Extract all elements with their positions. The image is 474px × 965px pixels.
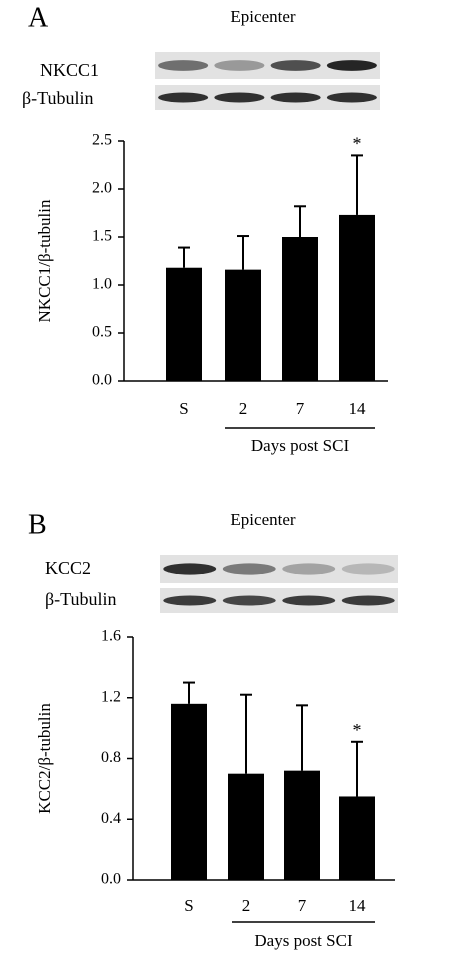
panel-label: A bbox=[28, 2, 49, 33]
x-axis-label: Days post SCI bbox=[254, 931, 353, 950]
blot-band bbox=[341, 595, 395, 606]
bar bbox=[171, 703, 207, 880]
y-tick-label: 2.0 bbox=[92, 180, 112, 197]
y-tick-label: 2.5 bbox=[92, 132, 112, 149]
y-tick-label: 0.8 bbox=[101, 749, 121, 766]
blot-band bbox=[326, 92, 377, 103]
bar bbox=[166, 267, 202, 381]
significance-mark: * bbox=[353, 134, 362, 154]
y-tick-label: 0.0 bbox=[92, 372, 112, 389]
blot-band bbox=[163, 563, 217, 575]
x-tick-label: 2 bbox=[239, 399, 248, 418]
chart-title: Epicenter bbox=[230, 510, 295, 529]
bar bbox=[339, 796, 375, 880]
y-tick-label: 1.5 bbox=[92, 228, 112, 245]
blot-label: β-Tubulin bbox=[45, 589, 117, 609]
significance-mark: * bbox=[353, 720, 362, 740]
panel-label: B bbox=[28, 509, 47, 540]
x-tick-label: 2 bbox=[242, 896, 251, 915]
x-tick-label: 14 bbox=[349, 399, 367, 418]
blot-band bbox=[214, 92, 265, 103]
blot-band bbox=[282, 563, 336, 575]
y-axis-label: KCC2/β-tubulin bbox=[35, 703, 54, 814]
y-tick-label: 0.4 bbox=[101, 810, 121, 827]
y-tick-label: 0.0 bbox=[101, 871, 121, 888]
x-axis-label: Days post SCI bbox=[251, 436, 350, 455]
blot-label: NKCC1 bbox=[40, 60, 99, 80]
blot-band bbox=[158, 60, 209, 71]
chart-title: Epicenter bbox=[230, 7, 295, 26]
y-tick-label: 0.5 bbox=[92, 324, 112, 341]
bar bbox=[228, 773, 264, 880]
y-tick-label: 1.0 bbox=[92, 276, 112, 293]
blot-label: β-Tubulin bbox=[22, 88, 94, 108]
x-tick-label: 14 bbox=[349, 896, 367, 915]
blot-band bbox=[270, 92, 321, 103]
y-tick-label: 1.6 bbox=[101, 628, 121, 645]
blot-band bbox=[158, 92, 209, 103]
blot-band bbox=[222, 595, 276, 606]
y-tick-label: 1.2 bbox=[101, 688, 121, 705]
blot-band bbox=[282, 595, 336, 606]
blot-band bbox=[341, 563, 395, 575]
bar bbox=[284, 770, 320, 880]
y-axis-label: NKCC1/β-tubulin bbox=[35, 199, 54, 322]
bar bbox=[339, 214, 375, 381]
blot-band bbox=[326, 60, 377, 71]
x-tick-label: 7 bbox=[296, 399, 305, 418]
x-tick-label: S bbox=[184, 896, 193, 915]
blot-band bbox=[222, 563, 276, 575]
bar bbox=[282, 237, 318, 381]
blot-band bbox=[214, 60, 265, 71]
blot-band bbox=[270, 60, 321, 71]
x-tick-label: 7 bbox=[298, 896, 307, 915]
bar bbox=[225, 269, 261, 381]
blot-label: KCC2 bbox=[45, 558, 91, 578]
x-tick-label: S bbox=[179, 399, 188, 418]
blot-band bbox=[163, 595, 217, 606]
